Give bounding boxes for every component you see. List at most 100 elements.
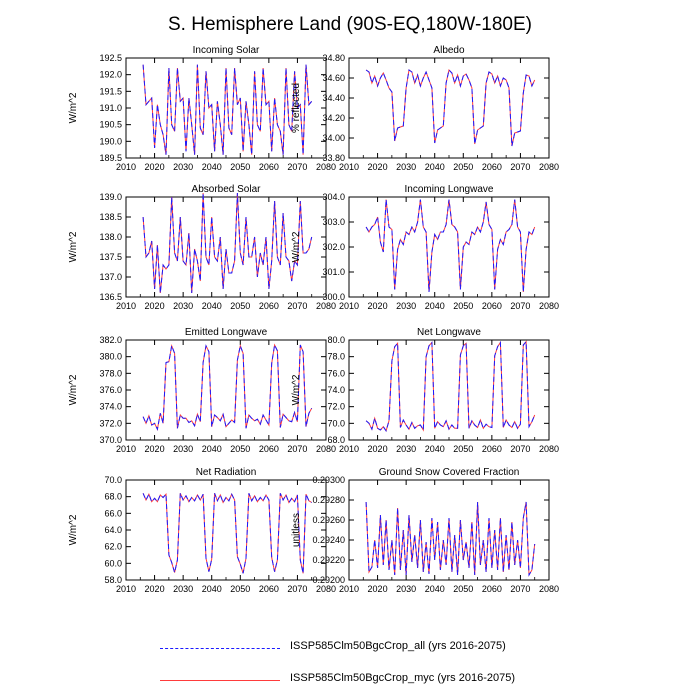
y-tick-label: 302.0 [322, 242, 345, 252]
y-axis-label: W/m^2 [68, 231, 79, 262]
y-tick-label: 70.0 [327, 418, 345, 428]
x-tick-label: 2010 [339, 162, 359, 172]
x-tick-label: 2030 [173, 162, 193, 172]
y-tick-label: 0.29200 [312, 575, 345, 585]
plot-frame [348, 196, 550, 298]
x-tick-label: 2060 [482, 584, 502, 594]
series-line-myc [142, 192, 313, 294]
y-tick-label: 62.0 [104, 542, 122, 552]
y-tick-label: 76.0 [327, 368, 345, 378]
x-tick-label: 2050 [453, 301, 473, 311]
x-tick-label: 2050 [230, 444, 250, 454]
y-tick-label: 0.29220 [312, 555, 345, 565]
panel-4: Emitted Longwave W/m^2 2010 2020 2030 2040 205… [68, 327, 336, 454]
panel-title: Net Radiation [196, 467, 257, 478]
panel-title: Incoming Solar [193, 45, 260, 56]
panel-2: Absorbed Solar W/m^2 2010 2020 2030 2040 2050 2… [68, 184, 336, 311]
chart-panels: Incoming Solar W/m^2 2010 2020 2030 2040 2050 2… [68, 45, 559, 594]
y-axis-label: W/m^2 [291, 374, 302, 405]
page-title: S. Hemisphere Land (90S-EQ,180W-180E) [168, 14, 532, 35]
series-line-all [142, 492, 312, 574]
legend-swatch-solid [160, 680, 280, 681]
x-tick-label: 2080 [316, 444, 336, 454]
y-tick-label: 189.5 [99, 153, 122, 163]
y-tick-label: 64.0 [104, 525, 122, 535]
series-line-myc [142, 64, 313, 155]
y-tick-label: 376.0 [99, 385, 122, 395]
plot-frame [348, 479, 550, 581]
x-tick-label: 2020 [145, 301, 165, 311]
x-tick-label: 2040 [425, 584, 445, 594]
y-tick-label: 300.0 [322, 292, 345, 302]
panel-title: Ground Snow Covered Fraction [379, 467, 520, 478]
y-tick-label: 374.0 [99, 402, 122, 412]
series-line-myc [365, 68, 536, 147]
x-tick-label: 2040 [425, 444, 445, 454]
legend-swatch-dashed [160, 648, 280, 649]
x-tick-label: 2010 [339, 444, 359, 454]
panel-title: Albedo [433, 45, 465, 56]
x-tick-label: 2040 [202, 584, 222, 594]
y-tick-label: 303.0 [322, 217, 345, 227]
y-tick-label: 34.20 [322, 113, 345, 123]
x-tick-label: 2040 [202, 444, 222, 454]
y-tick-label: 191.5 [99, 86, 122, 96]
y-tick-label: 66.0 [104, 508, 122, 518]
x-tick-label: 2040 [202, 162, 222, 172]
panel-5: Net Longwave W/m^2 2010 2020 2030 2040 2050 206… [291, 327, 559, 454]
panel-title: Net Longwave [417, 327, 481, 338]
x-tick-label: 2060 [259, 444, 279, 454]
x-tick-label: 2050 [453, 584, 473, 594]
y-tick-label: 138.5 [99, 212, 122, 222]
panel-title: Incoming Longwave [405, 184, 494, 195]
x-tick-label: 2050 [230, 162, 250, 172]
x-tick-label: 2060 [482, 444, 502, 454]
y-axis-label: % reflected [291, 83, 302, 133]
plot-frame [348, 339, 550, 441]
x-tick-label: 2020 [145, 444, 165, 454]
x-tick-label: 2010 [116, 162, 136, 172]
y-tick-label: 68.0 [327, 435, 345, 445]
series-line-all [142, 192, 313, 294]
series-line-all [142, 343, 313, 431]
series-line-all [365, 68, 536, 147]
panel-1: Albedo % reflected 2010 2020 2030 2040 2050 206… [291, 45, 559, 172]
y-tick-label: 34.00 [322, 133, 345, 143]
panel-0: Incoming Solar W/m^2 2010 2020 2030 2040 2050 2… [68, 45, 336, 172]
panel-3: Incoming Longwave W/m^2 2010 2020 2030 2040 20… [291, 184, 559, 311]
y-tick-label: 58.0 [104, 575, 122, 585]
x-tick-label: 2070 [287, 162, 307, 172]
x-tick-label: 2030 [396, 301, 416, 311]
y-tick-label: 378.0 [99, 368, 122, 378]
x-tick-label: 2010 [339, 584, 359, 594]
y-tick-label: 191.0 [99, 103, 122, 113]
plot-frame [348, 57, 550, 159]
x-tick-label: 2080 [539, 301, 559, 311]
y-tick-label: 68.0 [104, 492, 122, 502]
x-tick-label: 2080 [539, 584, 559, 594]
y-tick-label: 380.0 [99, 352, 122, 362]
series-line-myc [142, 343, 313, 431]
x-tick-label: 2030 [173, 444, 193, 454]
x-tick-label: 2070 [287, 444, 307, 454]
series-line-all [365, 340, 536, 432]
x-tick-label: 2080 [316, 584, 336, 594]
x-tick-label: 2050 [230, 301, 250, 311]
x-tick-label: 2060 [259, 584, 279, 594]
x-tick-label: 2060 [259, 301, 279, 311]
legend-label-all: ISSP585Clm50BgcCrop_all (yrs 2016-2075) [290, 640, 506, 652]
y-tick-label: 304.0 [322, 192, 345, 202]
series-line-all [365, 199, 536, 293]
y-tick-label: 139.0 [99, 192, 122, 202]
x-tick-label: 2080 [316, 162, 336, 172]
y-tick-label: 137.0 [99, 272, 122, 282]
y-tick-label: 0.29280 [312, 495, 345, 505]
x-tick-label: 2070 [510, 162, 530, 172]
y-tick-label: 33.80 [322, 153, 345, 163]
x-tick-label: 2040 [202, 301, 222, 311]
x-tick-label: 2020 [368, 162, 388, 172]
x-tick-label: 2030 [396, 584, 416, 594]
y-tick-label: 34.80 [322, 53, 345, 63]
x-tick-label: 2070 [510, 444, 530, 454]
x-tick-label: 2040 [425, 301, 445, 311]
